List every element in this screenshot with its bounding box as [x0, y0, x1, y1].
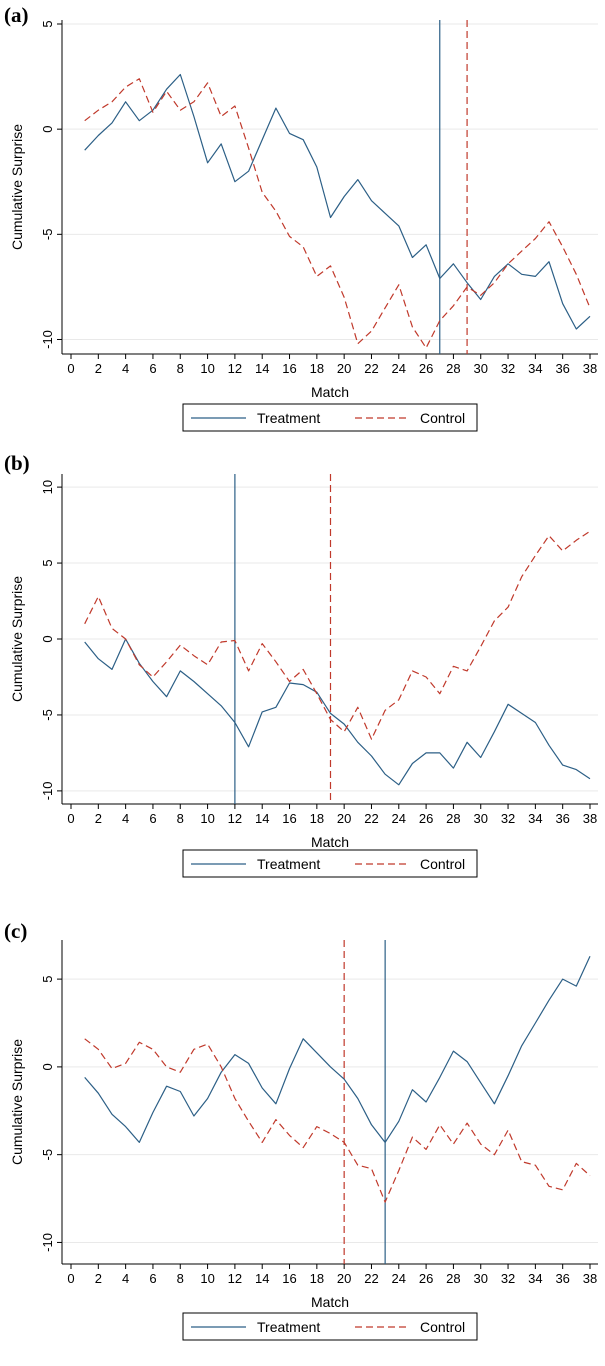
x-tick-label: 26 [419, 1271, 433, 1286]
x-tick-label: 16 [282, 811, 296, 826]
y-tick-label: -10 [40, 330, 55, 349]
treatment-series-line [84, 73, 591, 330]
x-tick-label: 4 [122, 811, 129, 826]
x-tick-label: 28 [446, 361, 460, 376]
x-tick-label: 24 [392, 1271, 406, 1286]
x-tick-label: 2 [95, 1271, 102, 1286]
x-tick-label: 18 [310, 361, 324, 376]
x-tick-label: 16 [282, 361, 296, 376]
x-tick-label: 12 [228, 811, 242, 826]
x-tick-label: 14 [255, 1271, 269, 1286]
x-tick-label: 12 [228, 1271, 242, 1286]
x-tick-label: 26 [419, 361, 433, 376]
y-tick-label: 10 [40, 480, 55, 494]
x-tick-label: 36 [555, 361, 569, 376]
legend-control-label: Control [420, 1319, 465, 1335]
x-tick-label: 32 [501, 361, 515, 376]
x-tick-label: 26 [419, 811, 433, 826]
x-tick-label: 34 [528, 811, 542, 826]
x-tick-label: 4 [122, 1271, 129, 1286]
legend-treatment-label: Treatment [257, 1319, 320, 1335]
x-tick-label: 34 [528, 361, 542, 376]
x-tick-label: 6 [149, 811, 156, 826]
x-axis-title: Match [311, 834, 349, 850]
x-tick-label: 6 [149, 1271, 156, 1286]
x-tick-label: 14 [255, 811, 269, 826]
y-tick-label: -5 [40, 229, 55, 241]
x-tick-label: 12 [228, 361, 242, 376]
x-tick-label: 10 [200, 811, 214, 826]
x-tick-label: 20 [337, 811, 351, 826]
y-tick-label: 5 [40, 559, 55, 566]
y-tick-label: 5 [40, 20, 55, 27]
x-tick-label: 16 [282, 1271, 296, 1286]
y-tick-label: 0 [40, 126, 55, 133]
y-axis-title: Cumulative Surprise [9, 1039, 25, 1165]
x-tick-label: 36 [555, 811, 569, 826]
x-tick-label: 30 [474, 811, 488, 826]
y-tick-label: -10 [40, 781, 55, 800]
x-tick-label: 0 [67, 1271, 74, 1286]
y-tick-label: 5 [40, 975, 55, 982]
y-tick-label: -10 [40, 1233, 55, 1252]
x-tick-label: 8 [177, 811, 184, 826]
x-tick-label: 38 [583, 361, 597, 376]
x-tick-label: 22 [364, 1271, 378, 1286]
x-tick-label: 6 [149, 361, 156, 376]
x-tick-label: 8 [177, 361, 184, 376]
y-tick-label: 0 [40, 635, 55, 642]
x-tick-label: 0 [67, 811, 74, 826]
x-tick-label: 24 [392, 811, 406, 826]
treatment-series-line [84, 956, 591, 1144]
panel-label: (b) [4, 451, 30, 475]
x-tick-label: 38 [583, 1271, 597, 1286]
x-tick-label: 20 [337, 361, 351, 376]
legend-treatment-label: Treatment [257, 856, 320, 872]
x-axis-title: Match [311, 384, 349, 400]
x-tick-label: 2 [95, 361, 102, 376]
control-series-line [84, 530, 591, 740]
x-tick-label: 10 [200, 361, 214, 376]
panel-label: (a) [4, 3, 29, 27]
x-tick-label: 14 [255, 361, 269, 376]
x-tick-label: 36 [555, 1271, 569, 1286]
x-tick-label: 30 [474, 1271, 488, 1286]
control-series-line [84, 78, 591, 349]
x-tick-label: 20 [337, 1271, 351, 1286]
panel-label: (c) [4, 919, 27, 943]
x-tick-label: 10 [200, 1271, 214, 1286]
x-tick-label: 30 [474, 361, 488, 376]
x-tick-label: 0 [67, 361, 74, 376]
legend-control-label: Control [420, 410, 465, 426]
x-tick-label: 22 [364, 811, 378, 826]
y-axis-title: Cumulative Surprise [9, 576, 25, 702]
y-tick-label: -5 [40, 1149, 55, 1161]
y-tick-label: -5 [40, 709, 55, 721]
x-tick-label: 34 [528, 1271, 542, 1286]
x-tick-label: 18 [310, 1271, 324, 1286]
y-tick-label: 0 [40, 1063, 55, 1070]
x-tick-label: 32 [501, 1271, 515, 1286]
x-tick-label: 8 [177, 1271, 184, 1286]
x-tick-label: 24 [392, 361, 406, 376]
x-tick-label: 22 [364, 361, 378, 376]
x-tick-label: 18 [310, 811, 324, 826]
x-tick-label: 4 [122, 361, 129, 376]
x-tick-label: 32 [501, 811, 515, 826]
x-tick-label: 28 [446, 1271, 460, 1286]
x-axis-title: Match [311, 1294, 349, 1310]
x-tick-label: 38 [583, 811, 597, 826]
control-series-line [84, 1038, 591, 1203]
legend-control-label: Control [420, 856, 465, 872]
x-tick-label: 2 [95, 811, 102, 826]
legend-treatment-label: Treatment [257, 410, 320, 426]
treatment-series-line [84, 638, 591, 786]
y-axis-title: Cumulative Surprise [9, 124, 25, 250]
x-tick-label: 28 [446, 811, 460, 826]
